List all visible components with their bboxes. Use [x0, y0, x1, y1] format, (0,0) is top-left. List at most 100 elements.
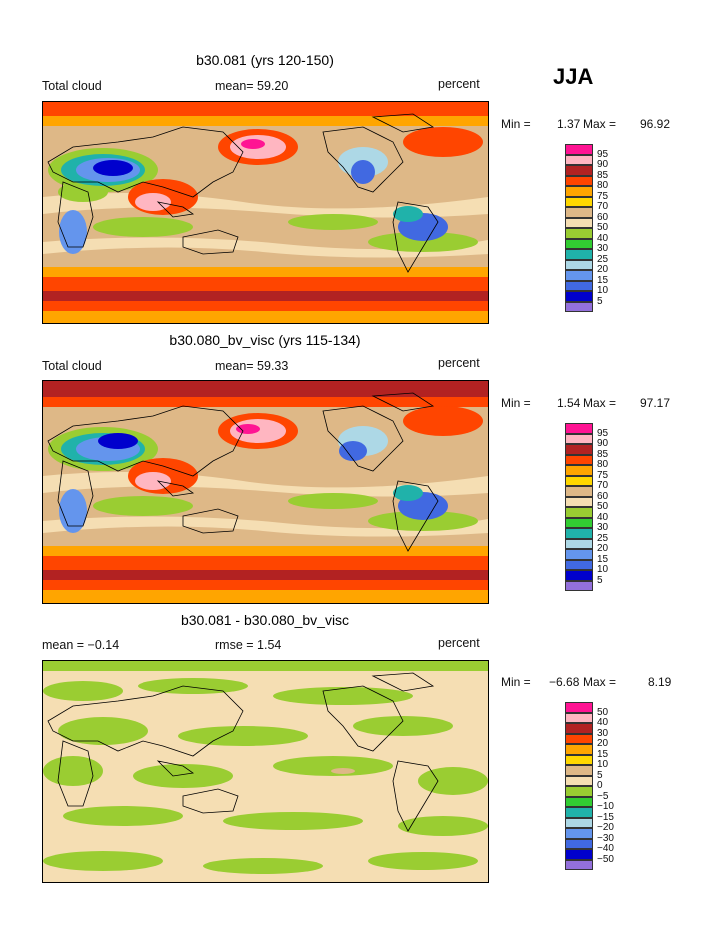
legend-swatch: [565, 817, 593, 828]
season-label: JJA: [553, 64, 594, 89]
legend-swatch: [565, 507, 593, 518]
legend-swatch: [565, 196, 593, 207]
panel-1-legend: 95 90 85 80 75 70 60 50 40 30 25 20 15 10 5: [565, 144, 608, 312]
panel-3-center-label: rmse = 1.54: [215, 638, 282, 652]
legend-label: −15: [597, 811, 614, 823]
panel-2-center-label: mean= 59.33: [215, 359, 289, 373]
legend-swatch: [565, 517, 593, 528]
panel-3-left-label: mean = −0.14: [42, 638, 120, 652]
legend-label: 20: [597, 264, 609, 275]
legend-swatch: [565, 217, 593, 228]
panel-3-max-value: 8.19: [648, 675, 672, 689]
legend-swatch: [565, 538, 593, 549]
legend-label: 50: [597, 501, 609, 512]
legend-swatch: [565, 144, 593, 155]
legend-swatch: [565, 259, 593, 270]
legend-label: 60: [597, 490, 609, 502]
legend-swatch: [565, 570, 593, 581]
panel-2-min-label: Min =: [501, 396, 531, 410]
legend-label: 30: [597, 522, 609, 533]
legend-label: 25: [597, 532, 609, 544]
legend-label: 40: [597, 717, 609, 728]
legend-swatch: [565, 786, 593, 797]
legend-swatch: [565, 228, 593, 239]
legend-label: 5: [597, 574, 603, 586]
legend-label: −5: [597, 790, 609, 802]
panel-3-map: [42, 660, 489, 883]
legend-swatch: [565, 702, 593, 713]
legend-swatch: [565, 765, 593, 776]
legend-label: 10: [597, 285, 609, 296]
legend-swatch: [565, 444, 593, 455]
panel-1-max-value: 96.92: [640, 117, 671, 131]
legend-swatch: [565, 475, 593, 486]
legend-swatch: [565, 486, 593, 497]
legend-label: 15: [597, 274, 609, 286]
panel-1-max-label: Max =: [583, 117, 617, 131]
legend-swatch: [565, 528, 593, 539]
panel-3-min-label: Min =: [501, 675, 531, 689]
legend-label: 10: [597, 564, 609, 575]
legend-label: 25: [597, 253, 609, 265]
legend-swatch: [565, 580, 593, 591]
legend-swatch: [565, 828, 593, 839]
legend-swatch: [565, 807, 593, 818]
legend-label: 85: [597, 448, 609, 460]
legend-swatch: [565, 775, 593, 786]
legend-label: 90: [597, 438, 609, 449]
legend-label: 5: [597, 295, 603, 307]
legend-swatches: [565, 423, 593, 591]
legend-label: 20: [597, 738, 609, 749]
legend-swatch: [565, 154, 593, 165]
panel-2-legend: 95 90 85 80 75 70 60 50 40 30 25 20 15 10 5: [565, 423, 608, 591]
legend-swatches: [565, 702, 593, 870]
legend-swatch: [565, 291, 593, 302]
legend-swatch: [565, 723, 593, 734]
legend-label: 30: [597, 727, 609, 739]
legend-label: 80: [597, 180, 609, 191]
legend-label: 20: [597, 543, 609, 554]
legend-swatch: [565, 165, 593, 176]
panel-2-left-label: Total cloud: [42, 359, 102, 373]
legend-swatch: [565, 270, 593, 281]
legend-swatch: [565, 559, 593, 570]
legend-label: 50: [597, 222, 609, 233]
legend-label: 5: [597, 769, 603, 781]
legend-label: 15: [597, 748, 609, 760]
legend-swatch: [565, 175, 593, 186]
legend-swatch: [565, 712, 593, 723]
legend-swatch: [565, 433, 593, 444]
legend-label: 95: [597, 148, 609, 160]
panel-1-min-label: Min =: [501, 117, 531, 131]
legend-label: 30: [597, 243, 609, 254]
panel-1-center-label: mean= 59.20: [215, 79, 289, 93]
panel-2-map: [42, 380, 489, 604]
legend-label: 40: [597, 232, 609, 244]
panel-1-left-label: Total cloud: [42, 79, 102, 93]
panel-1-right-label: percent: [438, 77, 480, 91]
legend-swatch: [565, 301, 593, 312]
legend-label: 80: [597, 459, 609, 470]
panel-3-min-value: −6.68: [549, 675, 580, 689]
legend-swatch: [565, 849, 593, 860]
legend-swatch: [565, 280, 593, 291]
legend-label: 15: [597, 553, 609, 565]
legend-swatch: [565, 249, 593, 260]
legend-label: 75: [597, 190, 609, 202]
legend-label: 60: [597, 211, 609, 223]
legend-label: 70: [597, 201, 609, 212]
legend-label: 70: [597, 480, 609, 491]
legend-swatch: [565, 796, 593, 807]
legend-swatch: [565, 465, 593, 476]
legend-swatch: [565, 238, 593, 249]
legend-swatch: [565, 454, 593, 465]
panel-2-min-value: 1.54: [557, 396, 581, 410]
panel-3-legend: 50 40 30 20 15 10 5 0 −5 −10 −15 −20 −30 −40 −50: [565, 702, 614, 870]
legend-label: 75: [597, 469, 609, 481]
legend-label: −40: [597, 843, 614, 854]
panel-1-title: b30.081 (yrs 120-150): [196, 52, 334, 68]
panel-2-max-label: Max =: [583, 396, 617, 410]
legend-label: −30: [597, 832, 614, 844]
panel-1-map: [42, 101, 489, 324]
legend-swatch: [565, 423, 593, 434]
